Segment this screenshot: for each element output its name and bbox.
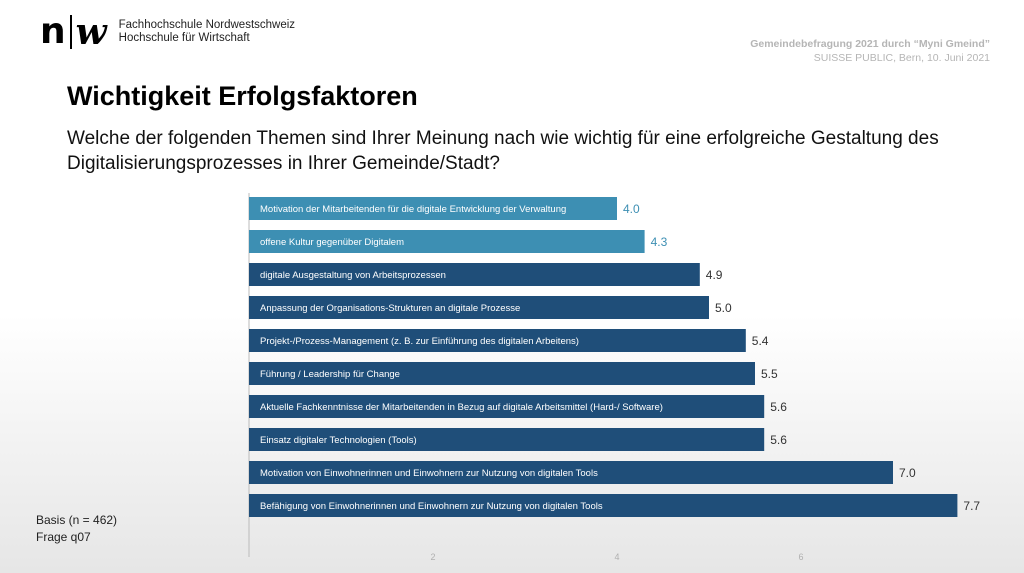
- bar-category-label: digitale Ausgestaltung von Arbeitsprozes…: [260, 270, 446, 281]
- bar: [249, 263, 700, 286]
- bar-category-label: Anpassung der Organisations-Strukturen a…: [260, 303, 520, 314]
- event-title: Gemeindebefragung 2021 durch “Myni Gmein…: [750, 38, 990, 50]
- bar-value-label: 4.3: [651, 235, 668, 249]
- bar-category-label: Projekt-/Prozess-Management (z. B. zur E…: [260, 336, 579, 347]
- logo-text: Fachhochschule Nordwestschweiz Hochschul…: [119, 19, 295, 45]
- logo-separator: [69, 15, 72, 49]
- x-tick-label: 6: [798, 552, 803, 562]
- bar-value-label: 5.6: [770, 433, 787, 447]
- survey-question: Welche der folgenden Themen sind Ihrer M…: [67, 128, 939, 174]
- bar: [249, 395, 765, 418]
- bar: [249, 296, 709, 319]
- bar-category-label: offene Kultur gegenüber Digitalem: [260, 237, 404, 248]
- bar-value-label: 4.0: [623, 202, 640, 216]
- bar-value-label: 5.6: [770, 400, 787, 414]
- bar-value-label: 5.4: [752, 334, 769, 348]
- event-location-date: SUISSE PUBLIC, Bern, 10. Juni 2021: [813, 52, 990, 64]
- page-title: Wichtigkeit Erfolgsfaktoren: [67, 81, 418, 111]
- fhnw-logo: n w Fachhochschule Nordwestschweiz Hochs…: [40, 11, 295, 53]
- bar: [249, 461, 893, 484]
- bar: [249, 230, 645, 253]
- bar-category-label: Aktuelle Fachkenntnisse der Mitarbeitend…: [260, 402, 663, 413]
- bar-category-label: Befähigung von Einwohnerinnen und Einwoh…: [260, 501, 603, 512]
- logo-w-glyph: w: [75, 11, 107, 53]
- bar: [249, 494, 958, 517]
- bar-category-label: Führung / Leadership für Change: [260, 369, 400, 380]
- logo-text-line1: Fachhochschule Nordwestschweiz: [118, 19, 296, 31]
- event-info: Gemeindebefragung 2021 durch “Myni Gmein…: [750, 37, 990, 65]
- bar: [249, 197, 617, 220]
- basis-note: Basis (n = 462): [36, 513, 118, 527]
- logo-n-glyph: n: [40, 11, 66, 52]
- bar-value-label: 4.9: [706, 268, 723, 282]
- bar-category-label: Motivation der Mitarbeitenden für die di…: [260, 204, 566, 215]
- bar-value-label: 5.5: [761, 367, 778, 381]
- bar-value-label: 7.0: [899, 466, 916, 480]
- bar-value-label: 7.7: [963, 499, 980, 513]
- x-tick-label: 2: [430, 552, 435, 562]
- bar-value-label: 5.0: [715, 301, 732, 315]
- bar-category-label: Motivation von Einwohnerinnen und Einwoh…: [260, 468, 598, 479]
- logo-mark: n w: [40, 11, 107, 53]
- question-id-note: Frage q07: [36, 530, 91, 544]
- x-tick-label: 4: [614, 552, 619, 562]
- bar: [249, 362, 755, 385]
- bar: [249, 428, 765, 451]
- footnote: Basis (n = 462) Frage q07: [36, 512, 117, 546]
- bar: [249, 329, 746, 352]
- bar-category-label: Einsatz digitaler Technologien (Tools): [260, 435, 417, 446]
- logo-text-line2: Hochschule für Wirtschaft: [118, 32, 250, 44]
